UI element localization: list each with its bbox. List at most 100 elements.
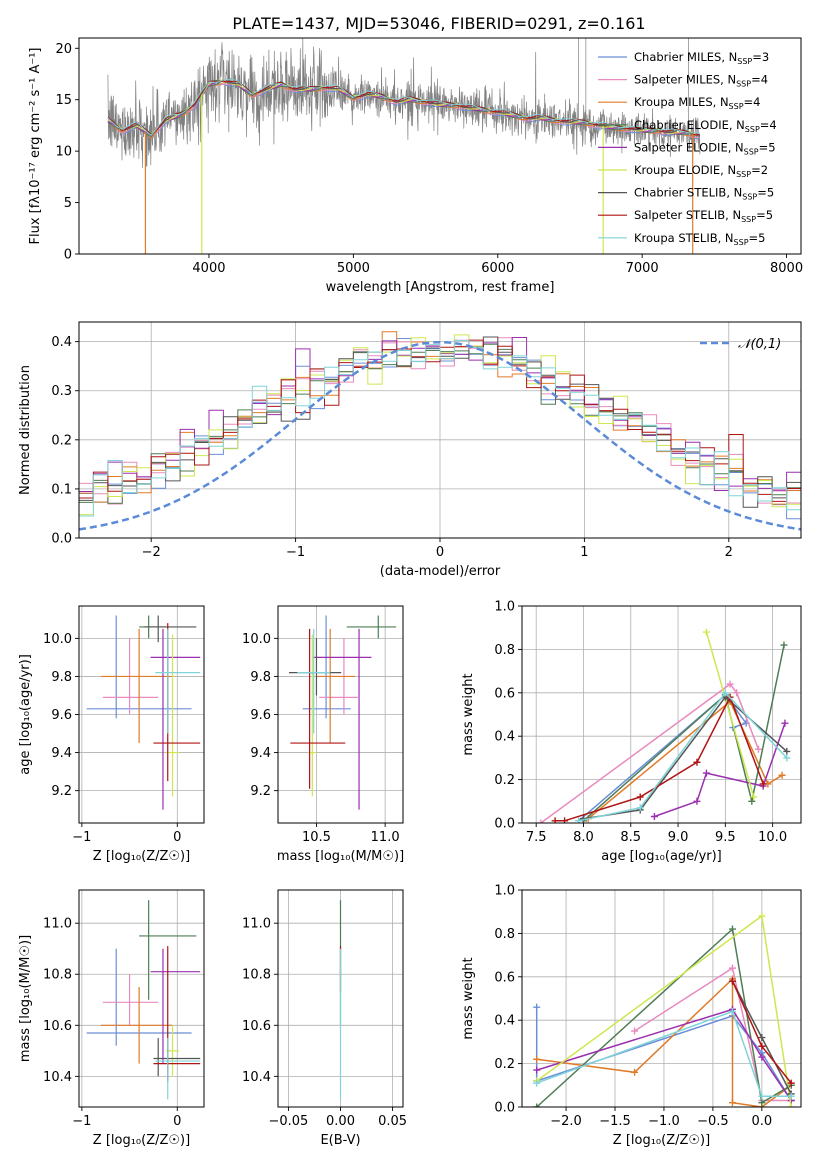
y-tick-label: 10.6: [242, 1019, 271, 1034]
x-tick-label: 0.00: [326, 1114, 355, 1129]
errorbar-kroupa-miles: [316, 628, 355, 744]
x-tick-label: 8.0: [573, 830, 594, 845]
y-tick-label: 1.0: [494, 600, 515, 615]
weight-series-kroupa-elodie: [702, 628, 758, 801]
y-tick-label: 10.8: [242, 968, 271, 983]
weight-marker: [787, 1092, 795, 1100]
weight-marker: [533, 1103, 541, 1107]
weight-series-kroupa-stelib: [575, 689, 791, 823]
weight-line: [555, 695, 764, 822]
panel-spectrum: 4000 5000 6000 7000 8000 0 5 10 15 20 wavelength […: [28, 37, 803, 295]
weight-line: [705, 631, 755, 798]
weight-line: [587, 700, 783, 820]
axes-frame-age_weights: 7.5 8.0 8.5 9.0 9.5 10.0 0.0 0.2 0.4 0.6 0.8 1.0 age…: [461, 600, 802, 864]
y-tick-label: 0.0: [494, 1101, 515, 1116]
weight-marker: [780, 641, 788, 649]
weight-marker: [533, 1079, 541, 1087]
x-tick-label: 7000: [626, 261, 659, 276]
weight-marker: [758, 1099, 766, 1107]
weight-marker: [636, 793, 644, 801]
x-tick-label: 2: [725, 545, 733, 560]
legend-residuals: 𝒩(0,1): [700, 337, 781, 352]
x-tick-label: −1: [72, 1114, 91, 1129]
legend-label-salpeter-stelib: Salpeter STELIB, NSSP=5: [634, 208, 773, 224]
legend-spectrum: Chabrier MILES, NSSP=3 Salpeter MILES, NS…: [598, 50, 777, 247]
weight-marker: [631, 1068, 639, 1076]
y-tick-label: 0.0: [51, 532, 72, 547]
y-axis-label: age [log₁₀(age/yr)]: [18, 654, 33, 775]
x-tick-label: 0: [436, 545, 444, 560]
x-axis-label: Z [log₁₀(Z/Z☉)]: [93, 1133, 190, 1148]
y-tick-label: 10.8: [43, 968, 72, 983]
y-tick-label: 9.4: [51, 746, 72, 761]
y-tick-label: 0.2: [494, 1057, 515, 1072]
weight-line: [536, 1010, 792, 1097]
weight-line: [536, 927, 792, 1107]
axes-frame: [521, 605, 802, 824]
y-tick-label: 9.2: [51, 784, 72, 799]
weight-marker: [758, 1053, 766, 1061]
panel-Z_vs_mass: −1 0 10.4 10.6 10.8 11.0 Z [log₁₀(Z/Z☉)] mass […: [18, 889, 205, 1148]
axes-frame-residuals: −2 −1 0 1 2 0.0 0.1 0.2 0.3 0.4 (data-model)/error…: [18, 321, 802, 579]
x-tick-label: 8000: [770, 261, 803, 276]
legend-label-chabrier-stelib: Chabrier STELIB, NSSP=5: [634, 186, 774, 202]
x-tick-label: −0.5: [697, 1114, 729, 1129]
y-axis-label: Normed distribution: [18, 365, 33, 495]
x-axis-label: Z [log₁₀(Z/Z☉)]: [613, 1133, 710, 1148]
x-tick-label: −2: [142, 545, 161, 560]
x-axis-label: (data-model)/error: [380, 564, 501, 579]
x-tick-label: 5000: [337, 261, 370, 276]
legend-label-normal: 𝒩(0,1): [738, 337, 781, 352]
errorbar-salpeter-elodie: [312, 628, 372, 810]
x-tick-label: 10.0: [758, 830, 787, 845]
panel-age_weights: 7.5 8.0 8.5 9.0 9.5 10.0 0.0 0.2 0.4 0.6 0.8 1.0 age…: [461, 600, 802, 864]
weight-marker: [702, 628, 710, 636]
weight-marker: [783, 747, 791, 755]
errorbar-salpeter-stelib: [153, 623, 201, 782]
y-tick-label: 0.0: [494, 817, 515, 832]
panel-ebv_vs_mass: −0.05 0.00 0.05 10.4 10.6 10.8 11.0 E(B-V): [242, 889, 407, 1148]
errorbar-kroupa-stelib: [297, 628, 331, 734]
errorbar-salpeter-miles: [102, 974, 159, 1026]
weight-marker: [533, 1055, 541, 1063]
y-tick-label: 11.0: [43, 917, 72, 932]
weight-marker: [631, 1027, 639, 1035]
weight-marker: [758, 912, 766, 920]
y-tick-label: 0.4: [494, 1014, 515, 1029]
x-tick-label: −1: [286, 545, 305, 560]
errorbar-salpeter-elodie: [150, 628, 201, 810]
histogram-kroupa-stelib: [79, 339, 801, 517]
errorbar-salpeter-stelib: [290, 628, 346, 789]
model-spectrum-kroupa-stelib: [107, 79, 700, 136]
y-tick-label: 0.2: [494, 773, 515, 788]
weight-marker: [533, 1003, 541, 1011]
plot-area-age_weights: [537, 628, 791, 823]
x-tick-label: 8.5: [620, 830, 641, 845]
axes-frame: [78, 889, 205, 1108]
weight-marker: [754, 745, 762, 753]
weight-marker: [750, 793, 758, 801]
panel-Z_weights: −2.0 −1.5 −1.0 −0.5 0.0 0.0 0.2 0.4 0.6 0.8 1.0 Z […: [461, 884, 802, 1148]
errorbar-chabrier-stelib: [153, 1038, 201, 1077]
weight-marker: [758, 1042, 766, 1050]
y-tick-label: 9.4: [250, 746, 271, 761]
panel-mass_vs_age: 10.5 11.0 9.2 9.4 9.6 9.8 10.0 mass [log₁₀(M/M☉…: [242, 605, 404, 864]
y-tick-label: 15: [55, 93, 72, 108]
axes-frame-mass_vs_age: 10.5 11.0 9.2 9.4 9.6 9.8 10.0 mass [log₁₀(M/M☉…: [242, 605, 404, 864]
weight-line: [578, 691, 788, 822]
weight-series-salpeter-miles: [537, 680, 762, 823]
normal-curve: [79, 340, 801, 531]
x-tick-label: −1: [72, 830, 91, 845]
weight-marker: [650, 812, 658, 820]
x-tick-label: 10.5: [302, 830, 331, 845]
y-tick-label: 1.0: [494, 884, 515, 899]
axes-frame-ebv_vs_mass: −0.05 0.00 0.05 10.4 10.6 10.8 11.0 E(B-V): [242, 889, 407, 1148]
y-axis-label: mass [log₁₀(M/M☉)]: [18, 935, 33, 1062]
x-tick-label: 0.05: [378, 1114, 407, 1129]
weight-series-salpeter-stelib: [728, 977, 795, 1087]
weight-series-salpeter-elodie: [650, 719, 789, 820]
x-tick-label: −2.0: [550, 1114, 582, 1129]
weight-line: [536, 1008, 792, 1101]
errorbar-chabrier-stelib: [288, 638, 342, 696]
